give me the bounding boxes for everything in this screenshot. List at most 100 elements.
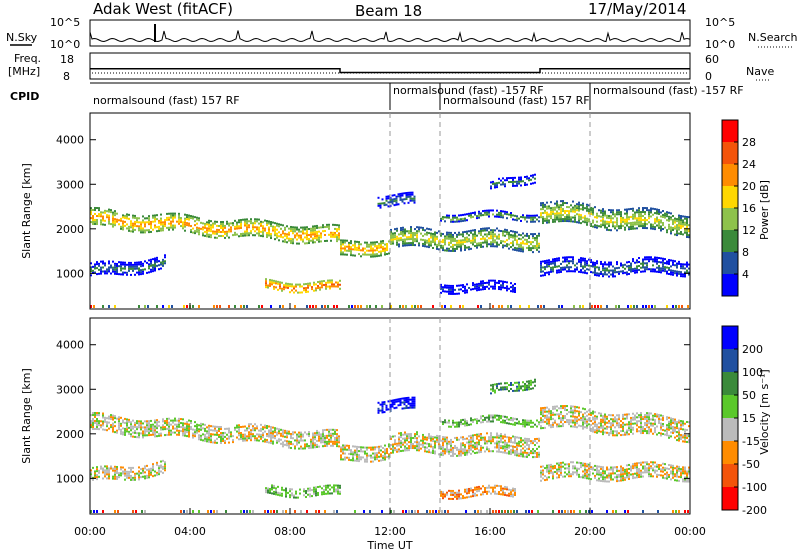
heatmap-cell — [360, 249, 362, 252]
heatmap-cell — [600, 420, 602, 423]
heatmap-cell — [116, 475, 118, 478]
heatmap-cell — [393, 200, 396, 203]
heatmap-cell — [130, 466, 132, 469]
heatmap-cell — [490, 438, 492, 441]
heatmap-cell — [138, 470, 140, 473]
heatmap-cell — [640, 412, 642, 415]
heatmap-cell — [446, 231, 448, 234]
heatmap-cell — [512, 242, 514, 245]
heatmap-cell — [170, 222, 172, 225]
heatmap-cell — [456, 233, 458, 236]
heatmap-cell — [208, 438, 210, 441]
heatmap-cell — [470, 436, 472, 439]
heatmap-cell — [232, 234, 234, 237]
heatmap-cell — [564, 415, 566, 418]
heatmap-cell — [584, 259, 586, 262]
heatmap-cell — [518, 217, 520, 220]
heatmap-cell — [606, 226, 608, 229]
heatmap-cell — [612, 430, 614, 433]
heatmap-cell — [306, 242, 308, 245]
heatmap-cell — [182, 430, 184, 433]
heatmap-cell — [480, 229, 482, 232]
heatmap-cell — [400, 440, 402, 443]
heatmap-cell — [240, 224, 242, 227]
heatmap-cell — [450, 446, 452, 449]
heatmap-cell — [144, 268, 146, 271]
heatmap-cell — [162, 465, 164, 468]
heatmap-cell — [598, 215, 600, 218]
heatmap-cell — [540, 413, 542, 416]
heatmap-cell — [404, 445, 406, 448]
heatmap-cell — [264, 430, 266, 433]
heatmap-cell — [416, 439, 418, 442]
heatmap-cell — [356, 457, 358, 460]
heatmap-cell — [294, 447, 296, 450]
heatmap-cell — [456, 241, 458, 244]
heatmap-cell — [366, 249, 368, 252]
heatmap-cell — [404, 449, 406, 452]
heatmap-cell — [298, 441, 300, 444]
heatmap-cell — [98, 412, 100, 415]
heatmap-cell — [150, 469, 152, 472]
heatmap-cell — [183, 305, 185, 308]
heatmap-cell — [220, 223, 222, 226]
heatmap-cell — [370, 253, 372, 256]
heatmap-cell — [244, 230, 246, 233]
heatmap-cell — [681, 305, 683, 308]
heatmap-cell — [568, 216, 570, 219]
heatmap-cell — [664, 216, 666, 219]
heatmap-cell — [482, 286, 484, 289]
heatmap-cell — [313, 289, 315, 292]
heatmap-cell — [418, 242, 420, 245]
heatmap-cell — [478, 214, 480, 217]
heatmap-cell — [548, 420, 550, 423]
heatmap-cell — [530, 243, 532, 246]
heatmap-cell — [546, 418, 548, 421]
heatmap-cell — [376, 454, 378, 457]
heatmap-cell — [230, 228, 232, 231]
heatmap-cell — [124, 271, 126, 274]
heatmap-cell — [156, 435, 158, 438]
heatmap-cell — [122, 224, 124, 227]
heatmap-cell — [448, 286, 450, 289]
heatmap-cell — [478, 216, 480, 219]
heatmap-cell — [108, 473, 110, 476]
heatmap-cell — [596, 272, 598, 275]
heatmap-cell — [558, 415, 560, 418]
heatmap-cell — [514, 437, 516, 440]
heatmap-cell — [386, 247, 388, 250]
heatmap-cell — [460, 446, 462, 449]
heatmap-cell — [128, 267, 130, 270]
heatmap-cell — [562, 417, 564, 420]
heatmap-cell — [94, 474, 96, 477]
heatmap-cell — [458, 450, 460, 453]
heatmap-cell — [512, 244, 514, 247]
heatmap-cell — [434, 440, 436, 443]
heatmap-cell — [674, 221, 676, 224]
heatmap-cell — [462, 436, 464, 439]
heatmap-cell — [520, 437, 522, 440]
heatmap-cell — [366, 253, 368, 256]
heatmap-cell — [96, 420, 98, 423]
heatmap-cell — [126, 213, 128, 216]
heatmap-cell — [120, 273, 122, 276]
heatmap-cell — [464, 445, 466, 448]
heatmap-cell — [504, 439, 506, 442]
heatmap-cell — [212, 433, 214, 436]
heatmap-cell — [388, 252, 390, 255]
heatmap-cell — [612, 269, 614, 272]
heatmap-cell — [680, 267, 682, 270]
heatmap-cell — [454, 220, 456, 223]
heatmap-cell — [134, 423, 136, 426]
heatmap-cell — [654, 427, 656, 430]
heatmap-cell — [395, 203, 398, 206]
heatmap-cell — [490, 450, 492, 453]
heatmap-cell — [266, 220, 268, 223]
heatmap-cell — [534, 214, 536, 217]
heatmap-cell — [368, 245, 370, 248]
heatmap-cell — [568, 268, 570, 271]
heatmap-cell — [104, 264, 106, 267]
heatmap-cell — [566, 218, 568, 221]
heatmap-cell — [342, 458, 344, 461]
